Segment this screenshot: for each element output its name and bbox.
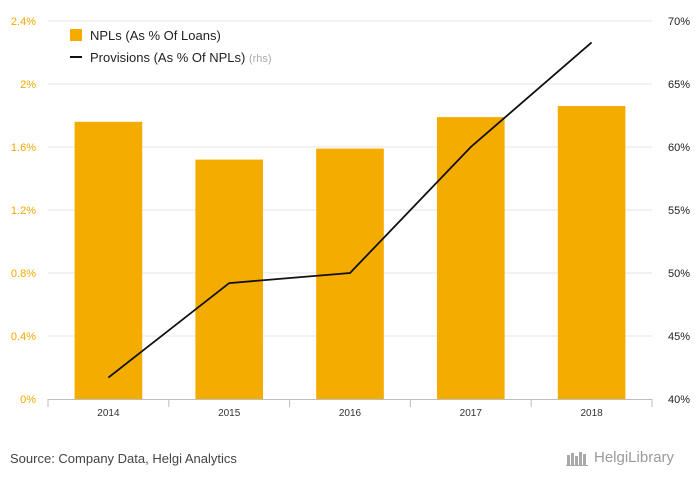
right-tick-label: 40% bbox=[668, 394, 690, 406]
x-tick-label: 2017 bbox=[460, 408, 483, 419]
x-tick-label: 2016 bbox=[339, 408, 362, 419]
bar-series bbox=[74, 106, 626, 400]
brand-name: HelgiLibrary bbox=[594, 449, 675, 466]
legend-rhs-suffix: (rhs) bbox=[249, 53, 272, 65]
bar-2018 bbox=[557, 106, 626, 400]
legend: NPLs (As % Of Loans) Provisions (As % Of … bbox=[70, 28, 272, 65]
right-tick-label: 70% bbox=[668, 16, 690, 28]
left-tick-label: 2.4% bbox=[11, 16, 36, 28]
bar-2017 bbox=[436, 117, 505, 399]
right-tick-label: 55% bbox=[668, 205, 690, 217]
legend-label-provisions: Provisions (As % Of NPLs) (rhs) bbox=[90, 50, 272, 65]
x-tick-label: 2015 bbox=[218, 408, 241, 419]
left-tick-label: 1.2% bbox=[11, 205, 36, 217]
right-tick-label: 60% bbox=[668, 142, 690, 154]
library-icon bbox=[566, 451, 588, 466]
left-tick-label: 0.4% bbox=[11, 331, 36, 343]
x-tick-label: 2018 bbox=[580, 408, 603, 419]
left-axis: 0% 0.4% 0.8% 1.2% 1.6% 2% 2.4% bbox=[11, 16, 36, 406]
line-series bbox=[107, 41, 593, 379]
x-tick-label: 2014 bbox=[97, 408, 120, 419]
right-axis: 40% 45% 50% 55% 60% 65% 70% bbox=[668, 16, 690, 406]
right-tick-label: 65% bbox=[668, 79, 690, 91]
source-note: Source: Company Data, Helgi Analytics bbox=[10, 451, 237, 466]
right-tick-label: 50% bbox=[668, 268, 690, 280]
legend-swatch-npls bbox=[70, 29, 82, 41]
bar-2014 bbox=[74, 121, 143, 400]
bar-2015 bbox=[195, 159, 264, 399]
left-tick-label: 0.8% bbox=[11, 268, 36, 280]
left-tick-label: 0% bbox=[20, 394, 36, 406]
left-tick-label: 1.6% bbox=[11, 142, 36, 154]
x-axis: 2014 2015 2016 2017 2018 bbox=[47, 399, 653, 419]
brand-logo: HelgiLibrary bbox=[566, 449, 674, 466]
left-tick-label: 2% bbox=[20, 79, 36, 91]
right-tick-label: 45% bbox=[668, 331, 690, 343]
legend-label-npls: NPLs (As % Of Loans) bbox=[90, 28, 221, 43]
